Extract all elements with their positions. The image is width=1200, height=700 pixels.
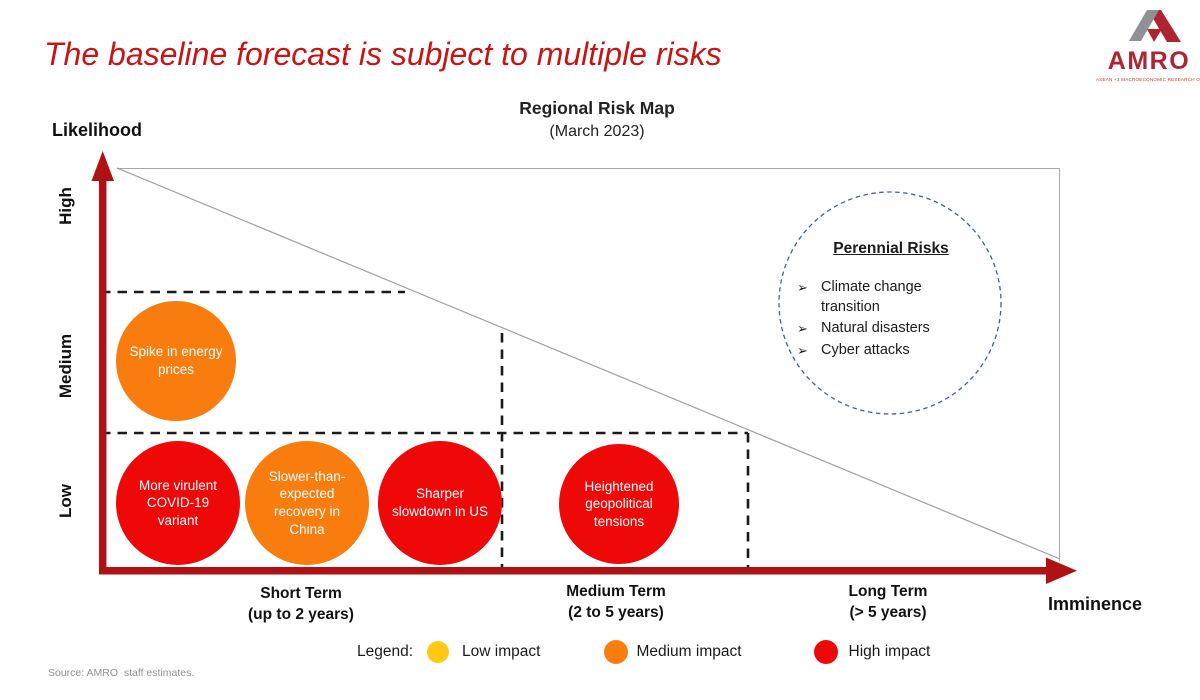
risk-bubble-energy-prices: Spike in energy prices [116, 301, 236, 421]
perennial-risks-title: Perennial Risks [833, 240, 949, 257]
logo-tagline: ASEAN +3 MACROECONOMIC RESEARCH OFFICE [1096, 77, 1200, 82]
source-note: Source: AMRO staff estimates. [48, 667, 195, 679]
perennial-risks-circle [778, 191, 1002, 415]
list-item: ➢ Natural disasters [797, 319, 985, 339]
amro-logo-icon [1129, 10, 1181, 42]
x-tick-long-term: Long Term (> 5 years) [848, 583, 928, 621]
list-item: ➢ Cyber attacks [797, 341, 985, 361]
legend: Legend: Low impact Medium impact High im… [357, 640, 930, 664]
risk-bubble-geopolitical-tensions: Heightened geopolitical tensions [559, 444, 679, 564]
arrow-bullet-icon: ➢ [797, 342, 808, 358]
amro-logo: AMRO ASEAN +3 MACROECONOMIC RESEARCH OFF… [1096, 6, 1200, 82]
list-item: ➢ Climate change transition [797, 278, 985, 317]
legend-item-high: High impact [813, 640, 930, 664]
logo-right-leg [1148, 10, 1181, 42]
x-tick-short-term: Short Term (up to 2 years) [248, 585, 354, 623]
legend-label: Legend: [357, 643, 414, 660]
x-tick-medium-term: Medium Term (2 to 5 years) [566, 583, 666, 621]
legend-item-low: Low impact [427, 641, 540, 663]
slide-title: The baseline forecast is subject to mult… [44, 36, 722, 72]
chart-title: Regional Risk Map [519, 98, 675, 118]
y-axis-label: Likelihood [52, 120, 142, 140]
low-impact-dot-icon [427, 641, 450, 663]
risk-bubble-china-recovery: Slower-than-expected recovery in China [245, 441, 369, 565]
risk-bubble-covid-variant: More virulent COVID-19 variant [116, 441, 240, 565]
y-axis-arrow-icon [91, 151, 114, 181]
logo-inner-triangle [1147, 29, 1162, 42]
x-axis-label: Imminence [1048, 594, 1143, 614]
medium-impact-dot-icon [604, 640, 629, 664]
logo-left-leg [1129, 10, 1159, 41]
high-impact-dot-icon [813, 640, 838, 664]
arrow-bullet-icon: ➢ [797, 280, 808, 295]
diagonal-line [116, 167, 1061, 560]
legend-item-medium: Medium impact [604, 640, 742, 664]
risk-bubble-us-slowdown: Sharper slowdown in US [378, 441, 502, 565]
perennial-risks-list: ➢ Climate change transition ➢ Natural di… [797, 278, 985, 360]
chart-subtitle: (March 2023) [549, 123, 645, 140]
perennial-risks-panel: Perennial Risks ➢ Climate change transit… [797, 240, 985, 360]
arrow-bullet-icon: ➢ [797, 321, 808, 337]
logo-wordmark: AMRO [1107, 47, 1191, 75]
chart-header: Regional Risk Map (March 2023) [447, 98, 747, 141]
x-axis-arrow-icon [1046, 557, 1077, 584]
